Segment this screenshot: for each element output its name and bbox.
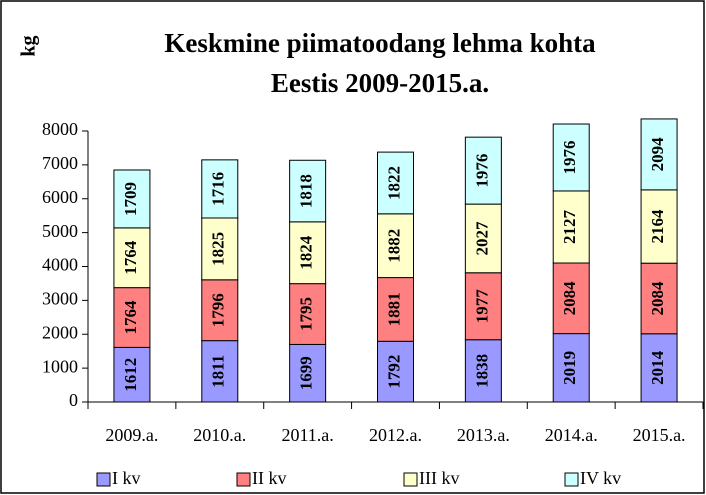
bar-segment (552, 333, 590, 403)
bar-segment (464, 272, 502, 341)
bar-segment (640, 262, 678, 335)
value-label: 1811 (209, 355, 228, 388)
bar-segment (289, 221, 327, 285)
bar-segment (201, 340, 239, 403)
y-tick-label: 3000 (42, 289, 78, 309)
y-tick-label: 8000 (42, 119, 78, 139)
bar-segment (640, 333, 678, 403)
x-tick-label: 2012.a. (369, 425, 422, 445)
value-label: 1822 (384, 166, 403, 200)
value-label: 1709 (121, 182, 140, 216)
bar-segment (289, 159, 327, 223)
x-tick-label: 2014.a. (545, 425, 598, 445)
y-tick-label: 2000 (42, 322, 78, 342)
value-label: 1976 (472, 154, 491, 188)
value-label: 2084 (648, 281, 667, 316)
value-label: 1881 (384, 292, 403, 326)
value-label: 1818 (297, 174, 316, 208)
y-tick-label: 6000 (42, 187, 78, 207)
legend-label: I kv (112, 468, 141, 488)
value-label: 2164 (648, 209, 667, 244)
value-label: 2027 (472, 221, 491, 256)
legend-swatch (96, 472, 111, 487)
value-label: 2019 (560, 351, 579, 385)
bar-segment (464, 203, 502, 274)
bar-segment (552, 123, 590, 192)
chart-title: Keskmine piimatoodang lehma kohta (164, 28, 596, 58)
bar-segment (377, 213, 414, 279)
y-tick-label: 1000 (42, 356, 78, 376)
legend-label: II kv (252, 468, 287, 488)
bar-segment (113, 169, 151, 229)
bar-segment (201, 159, 239, 219)
x-tick-label: 2015.a. (633, 425, 686, 445)
x-tick-label: 2013.a. (457, 425, 510, 445)
bar-segment (552, 262, 590, 335)
y-tick-label: 0 (69, 390, 78, 410)
bar-segment (640, 118, 678, 191)
y-axis-label: kg (18, 35, 40, 56)
value-label: 1612 (121, 358, 140, 392)
value-label: 1764 (121, 300, 140, 335)
value-label: 2084 (560, 281, 579, 316)
bar-segment (377, 151, 414, 215)
legend-label: IV kv (580, 468, 621, 488)
y-tick-label: 4000 (42, 255, 78, 275)
bar-segment (377, 277, 414, 342)
value-label: 1764 (121, 240, 140, 275)
y-tick-label: 5000 (42, 221, 78, 241)
y-tick-label: 7000 (42, 153, 78, 173)
bar-segment (464, 339, 502, 403)
legend-swatch (403, 472, 418, 487)
value-label: 2014 (648, 350, 667, 385)
value-label: 1824 (297, 235, 316, 270)
value-label: 1699 (297, 356, 316, 390)
value-label: 2094 (648, 137, 667, 172)
value-label: 1716 (209, 172, 228, 206)
value-label: 1977 (472, 289, 491, 324)
x-tick-label: 2011.a. (281, 425, 333, 445)
value-label: 2127 (560, 209, 579, 244)
value-label: 1882 (384, 229, 403, 263)
chart-title: Eestis 2009-2015.a. (271, 68, 489, 98)
bar-segment (640, 189, 678, 264)
value-label: 1792 (384, 355, 403, 389)
bar-segment (201, 217, 239, 281)
x-tick-label: 2009.a. (105, 425, 158, 445)
bar-segment (113, 227, 151, 289)
bar-segment (377, 340, 414, 403)
value-label: 1796 (209, 293, 228, 327)
value-label: 1976 (560, 140, 579, 174)
value-label: 1838 (472, 354, 491, 388)
value-label: 1825 (209, 232, 228, 266)
x-tick-label: 2010.a. (193, 425, 246, 445)
legend-label: III kv (419, 468, 459, 488)
bar-segment (552, 190, 590, 264)
legend-swatch (564, 472, 579, 487)
value-label: 1795 (297, 297, 316, 331)
legend-swatch (236, 472, 251, 487)
bar-segment (464, 136, 502, 205)
